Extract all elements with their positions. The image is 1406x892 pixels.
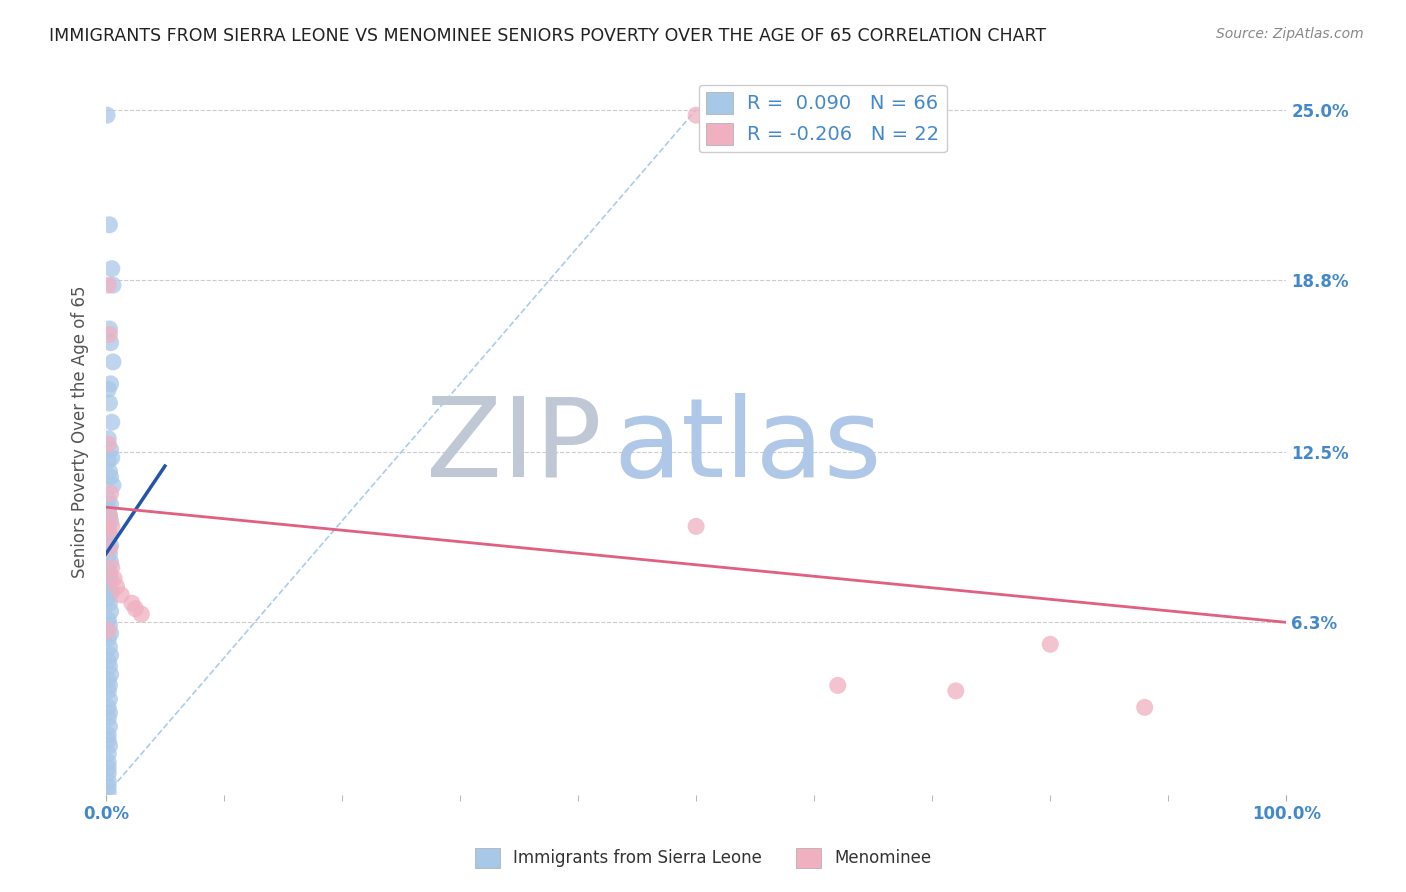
Text: IMMIGRANTS FROM SIERRA LEONE VS MENOMINEE SENIORS POVERTY OVER THE AGE OF 65 COR: IMMIGRANTS FROM SIERRA LEONE VS MENOMINE… — [49, 27, 1046, 45]
Point — [100, 486, 122, 500]
Point — [98, 527, 121, 541]
Point — [97, 437, 120, 451]
Point — [97, 785, 120, 799]
Point — [98, 582, 121, 597]
Point — [97, 780, 120, 794]
Point — [97, 755, 120, 769]
Point — [97, 632, 120, 646]
Point — [97, 711, 120, 725]
Point — [97, 519, 120, 533]
Point — [98, 618, 121, 632]
Point — [97, 766, 120, 780]
Point — [101, 560, 124, 574]
Point — [100, 667, 122, 681]
Legend: R =  0.090   N = 66, R = -0.206   N = 22: R = 0.090 N = 66, R = -0.206 N = 22 — [699, 85, 946, 153]
Point — [97, 382, 120, 396]
Point — [121, 596, 143, 610]
Point — [97, 503, 120, 517]
Point — [100, 498, 122, 512]
Point — [98, 706, 121, 720]
Point — [100, 335, 122, 350]
Point — [97, 541, 120, 556]
Point — [97, 613, 120, 627]
Point — [685, 519, 707, 533]
Point — [97, 577, 120, 591]
Point — [97, 747, 120, 761]
Legend: Immigrants from Sierra Leone, Menominee: Immigrants from Sierra Leone, Menominee — [468, 841, 938, 875]
Point — [110, 588, 132, 602]
Point — [98, 396, 121, 410]
Point — [101, 519, 124, 533]
Point — [98, 692, 121, 706]
Point — [96, 108, 118, 122]
Point — [98, 640, 121, 654]
Point — [100, 648, 122, 663]
Point — [97, 700, 120, 714]
Point — [98, 327, 121, 342]
Point — [124, 601, 146, 615]
Point — [100, 604, 122, 618]
Point — [101, 585, 124, 599]
Point — [100, 539, 122, 553]
Point — [98, 596, 121, 610]
Point — [100, 555, 122, 569]
Point — [100, 470, 122, 484]
Point — [103, 572, 125, 586]
Text: Source: ZipAtlas.com: Source: ZipAtlas.com — [1216, 27, 1364, 41]
Point — [100, 626, 122, 640]
Text: ZIP: ZIP — [426, 392, 602, 500]
Point — [1133, 700, 1156, 714]
Point — [97, 533, 120, 547]
Point — [97, 774, 120, 789]
Point — [945, 684, 967, 698]
Point — [97, 673, 120, 687]
Point — [97, 624, 120, 638]
Text: atlas: atlas — [613, 392, 882, 500]
Point — [685, 108, 707, 122]
Point — [100, 572, 122, 586]
Point — [97, 432, 120, 446]
Point — [101, 278, 124, 293]
Point — [97, 491, 120, 506]
Point — [101, 415, 124, 429]
Point — [97, 591, 120, 605]
Point — [100, 442, 122, 457]
Point — [97, 524, 120, 539]
Point — [98, 465, 121, 479]
Point — [101, 478, 124, 492]
Point — [97, 733, 120, 747]
Point — [98, 739, 121, 753]
Point — [98, 719, 121, 733]
Point — [101, 450, 124, 465]
Point — [97, 453, 120, 467]
Point — [97, 654, 120, 668]
Point — [98, 508, 121, 523]
Point — [97, 684, 120, 698]
Point — [98, 508, 121, 523]
Point — [97, 728, 120, 742]
Y-axis label: Seniors Poverty Over the Age of 65: Seniors Poverty Over the Age of 65 — [72, 285, 89, 578]
Point — [98, 218, 121, 232]
Point — [1039, 637, 1062, 651]
Point — [101, 261, 124, 276]
Point — [98, 541, 121, 556]
Point — [98, 566, 121, 580]
Point — [98, 659, 121, 673]
Point — [98, 678, 121, 692]
Point — [97, 560, 120, 574]
Point — [98, 322, 121, 336]
Point — [98, 547, 121, 561]
Point — [97, 278, 120, 293]
Point — [100, 376, 122, 391]
Point — [131, 607, 153, 621]
Point — [105, 580, 128, 594]
Point — [827, 678, 849, 692]
Point — [97, 761, 120, 775]
Point — [101, 355, 124, 369]
Point — [100, 514, 122, 528]
